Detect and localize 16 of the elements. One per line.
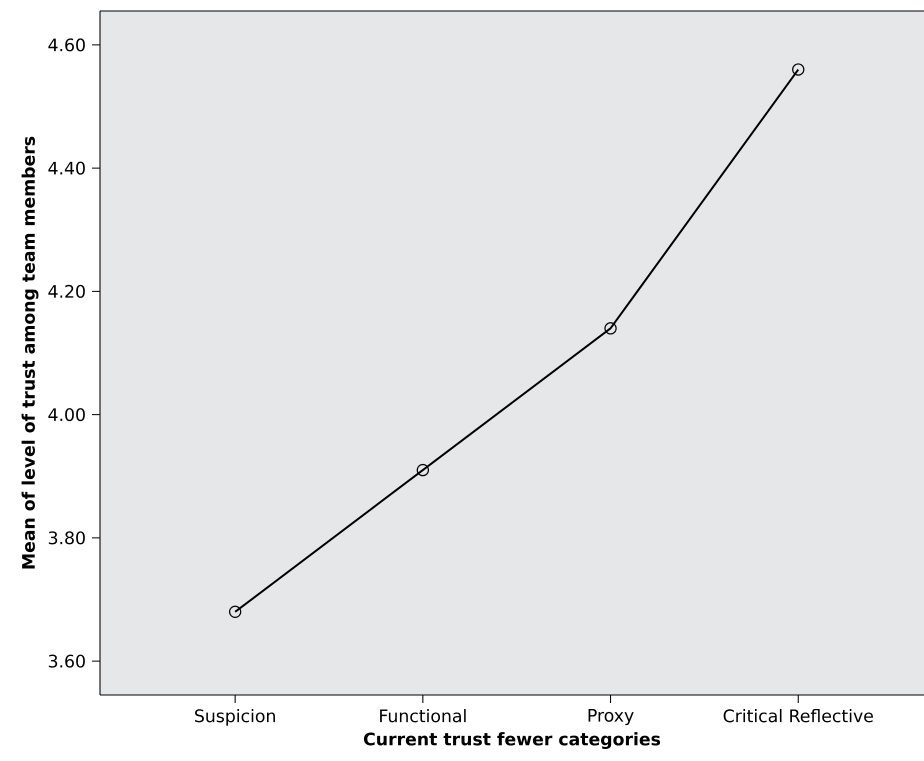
- point: [416, 464, 430, 476]
- x-axis-title: Current trust fewer categories: [364, 732, 660, 750]
- point: [604, 322, 617, 335]
- y-tick-label: 4.40: [48, 162, 85, 175]
- point: [228, 606, 242, 618]
- y-tick-label: 3.80: [48, 531, 85, 544]
- y-tick-label: 4.60: [48, 38, 85, 52]
- y-tick-label: 4.20: [48, 284, 85, 298]
- x-tick-label: Critical Reflective: [724, 708, 873, 722]
- point: [792, 63, 804, 76]
- y-axis-title: Mean of level of trust among team members: [22, 136, 38, 568]
- x-tick-label: Proxy: [588, 708, 634, 726]
- y-tick-label: 4.00: [48, 408, 85, 422]
- x-tick-label: Suspicion: [195, 708, 275, 726]
- x-tick-label: Functional: [380, 708, 466, 722]
- y-tick-label: 3.60: [48, 654, 85, 668]
